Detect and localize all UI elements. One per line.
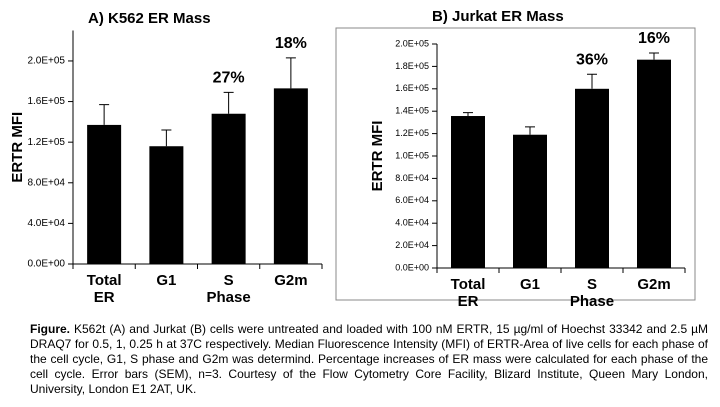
y-tick-label: 4.0E+04 [27,218,65,229]
caption: Figure. K562t (A) and Jurkat (B) cells w… [30,322,708,397]
x-tick-label: G2m [637,276,671,293]
y-tick-label: 1.6E+05 [395,83,429,93]
error-bar [463,112,473,117]
y-tick-label: 0.0E+00 [27,259,65,270]
bar [575,88,609,268]
annotation: 36% [576,51,608,68]
bar [451,116,485,269]
x-tick-label: G1 [156,272,177,289]
annotation: 18% [275,35,307,52]
y-tick-label: 1.2E+05 [27,137,65,148]
y-tick-label: 4.0E+04 [395,218,429,228]
y-tick-label: 2.0E+04 [395,240,429,250]
bar [273,88,308,264]
y-tick-label: 1.2E+05 [395,128,429,138]
bar [87,124,122,264]
x-tick-label: Total ER [86,272,122,306]
caption-label: Figure. [30,322,71,336]
error-bar [285,57,296,89]
chart-title: A) K562 ER Mass [88,10,211,27]
y-tick-label: 8.0E+04 [27,177,65,188]
error-bar [649,52,659,60]
y-tick-label: 1.0E+05 [395,150,429,160]
x-tick-label: G1 [519,276,540,293]
y-tick-label: 6.0E+04 [395,195,429,205]
chart-title: B) Jurkat ER Mass [432,8,564,25]
error-bar [223,91,234,114]
error-bar [525,126,535,135]
chart-b-frame [335,27,696,301]
bar [513,134,547,268]
bar [211,113,246,264]
error-bar [99,104,110,125]
y-tick-label: 8.0E+04 [395,173,429,183]
x-tick-label: S Phase [206,272,251,306]
y-axis-label: ERTR MFI [9,112,26,183]
annotation: 27% [213,70,245,87]
y-axis-label: ERTR MFI [369,121,386,192]
error-bar [587,73,597,89]
x-tick-label: S Phase [569,276,615,310]
error-bar [161,129,172,147]
bar [149,146,184,264]
x-tick-label: Total ER [450,276,486,310]
y-tick-label: 1.8E+05 [395,61,429,71]
y-tick-label: 1.4E+05 [395,106,429,116]
caption-text: K562t (A) and Jurkat (B) cells were untr… [30,322,708,396]
bar [637,59,671,269]
y-tick-label: 1.6E+05 [27,96,65,107]
y-tick-label: 2.0E+05 [27,56,65,67]
annotation: 16% [638,30,670,47]
y-tick-label: 2.0E+05 [395,38,429,48]
x-tick-label: G2m [274,272,308,289]
y-tick-label: 0.0E+00 [395,262,429,272]
